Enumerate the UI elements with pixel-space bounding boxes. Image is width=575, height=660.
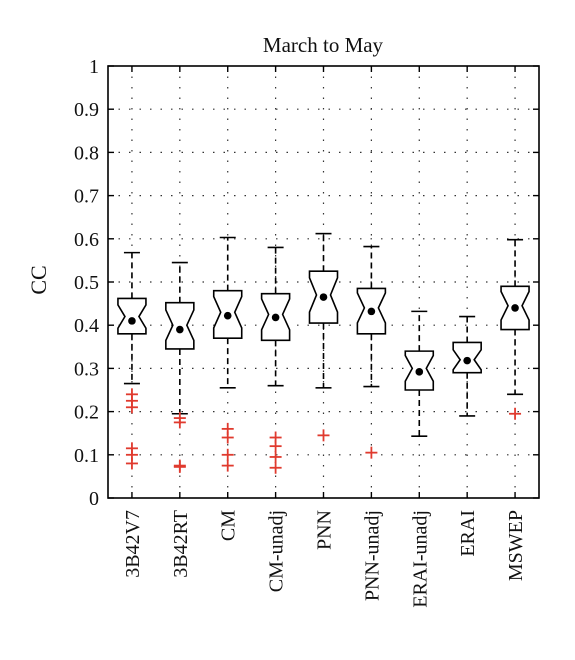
box-group	[356, 245, 387, 459]
mean-marker	[271, 313, 280, 322]
mean-marker	[223, 311, 232, 320]
y-tick-label: 0.7	[74, 186, 99, 208]
outlier-marker	[125, 457, 138, 470]
box-group	[500, 238, 530, 420]
box-group	[117, 251, 147, 470]
outlier-marker	[509, 407, 522, 420]
x-tick-label: 3B42RT	[170, 510, 192, 578]
x-tick-label: CM-unadj	[266, 510, 288, 592]
y-tick-label: 0.9	[74, 99, 99, 121]
y-tick-label: 0.8	[74, 142, 99, 164]
y-tick-label: 0	[89, 488, 99, 510]
outlier-marker	[173, 460, 186, 473]
outlier-marker	[269, 440, 282, 453]
y-tick-label: 0.4	[74, 315, 99, 337]
mean-marker	[319, 293, 328, 301]
mean-marker	[511, 304, 519, 312]
x-tick-label: PNN	[314, 510, 336, 550]
x-tick-label: MSWEP	[505, 510, 527, 581]
x-tick-label: ERAI	[457, 510, 479, 557]
box-group	[212, 236, 243, 472]
y-tick-label: 0.1	[74, 445, 99, 467]
outlier-marker	[173, 416, 186, 429]
y-tick-label: 0.5	[74, 272, 99, 294]
mean-marker	[415, 368, 424, 376]
outlier-marker	[365, 446, 378, 459]
x-tick-label: 3B42V7	[122, 510, 144, 578]
box-group	[308, 232, 339, 442]
box-group	[452, 315, 482, 417]
outlier-marker	[221, 448, 234, 461]
chart-title: March to May	[263, 33, 384, 57]
outlier-marker	[221, 459, 234, 472]
y-tick-label: 0.3	[74, 358, 99, 380]
box-group	[165, 261, 195, 473]
notched-box	[117, 297, 147, 335]
outlier-marker	[317, 429, 330, 442]
mean-marker	[176, 325, 184, 334]
y-tick-label: 0.6	[74, 229, 99, 251]
y-axis: 0 0.1 0.2 0.3 0.4 0.5 0.6 0.7 0.8 0.9 1	[74, 56, 539, 510]
outlier-marker	[269, 461, 282, 474]
outlier-marker	[125, 401, 138, 414]
mean-marker	[128, 317, 136, 325]
box-group	[260, 246, 291, 474]
y-tick-label: 1	[89, 56, 99, 78]
y-axis-label: CC	[26, 265, 51, 294]
outlier-marker	[269, 450, 282, 463]
x-axis: 3B42V7 3B42RT CM CM-unadj PNN PNN-unadj ERAI-u…	[122, 66, 527, 608]
box-series	[117, 232, 530, 474]
mean-marker	[367, 307, 376, 316]
x-tick-label: PNN-unadj	[361, 510, 383, 601]
x-tick-label: CM	[218, 510, 240, 541]
x-tick-label: ERAI-unadj	[409, 510, 431, 608]
outlier-marker	[221, 431, 234, 444]
mean-marker	[463, 356, 471, 365]
y-tick-label: 0.2	[74, 402, 99, 424]
box-group	[404, 310, 435, 438]
